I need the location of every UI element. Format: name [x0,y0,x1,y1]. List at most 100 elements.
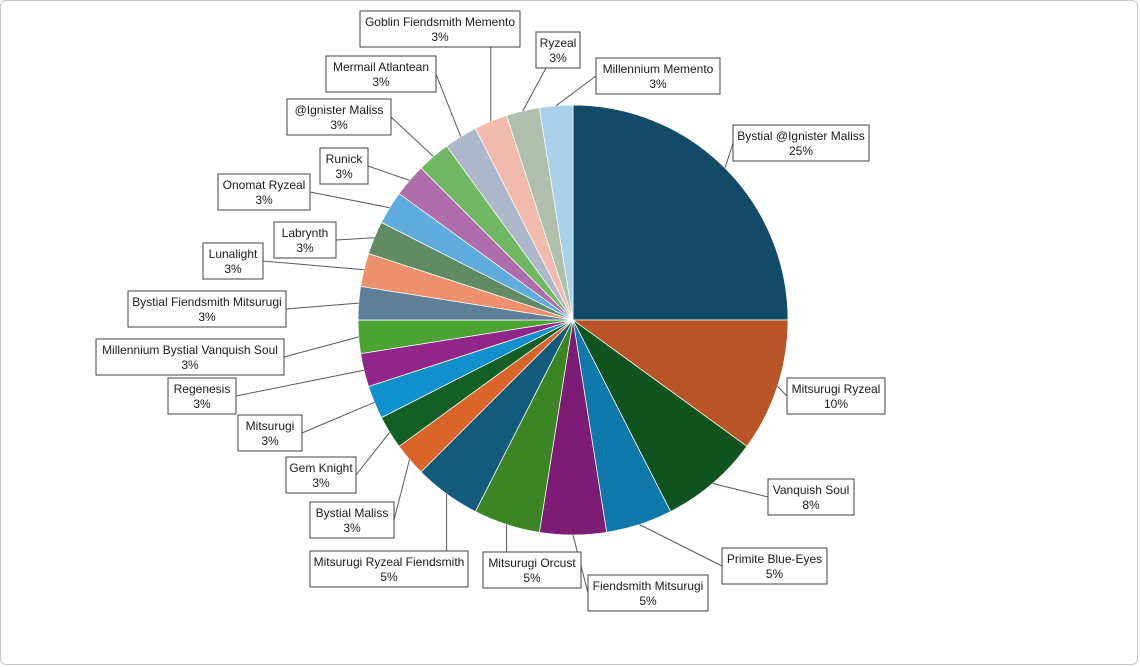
data-label-category: Regenesis [174,382,231,396]
data-label-percent: 3% [431,30,449,44]
data-label-category: Lunalight [209,247,258,261]
data-label-category: Mitsurugi Ryzeal [792,382,881,396]
data-label-box [359,10,521,48]
data-label-category: Mitsurugi Ryzeal Fiendsmith [314,555,465,569]
data-label-percent: 3% [649,77,667,91]
data-label-percent: 5% [766,567,784,581]
data-label-box [535,31,581,69]
data-label-category: @Ignister Maliss [295,103,384,117]
data-label-box [595,57,721,95]
data-label-percent: 5% [380,570,398,584]
data-label-box [309,550,469,588]
leader-line [639,524,723,567]
data-label-category: Mitsurugi [246,419,295,433]
data-label-category: Onomat Ryzeal [223,178,306,192]
data-label-category: Millennium Memento [603,62,714,76]
data-label-box [309,501,395,539]
leader-line [367,165,410,181]
data-label-category: Fiendsmith Mitsurugi [593,579,704,593]
leader-line [285,302,359,310]
data-label-percent: 3% [296,241,314,255]
leader-line [712,483,769,498]
data-label-category: Goblin Fiendsmith Memento [365,15,515,29]
data-label-category: Mermail Atlantean [333,60,429,74]
data-label-percent: 3% [193,397,211,411]
leader-line [235,369,364,397]
leader-line [522,67,547,112]
data-label-box [167,377,237,415]
data-label-percent: 3% [224,262,242,276]
leader-line [555,75,597,107]
data-label-box [325,55,437,93]
data-label-category: Primite Blue-Eyes [727,552,822,566]
data-label-box [237,414,303,452]
leader-line [724,142,734,169]
leader-line [301,401,375,434]
leader-line [355,431,391,476]
data-label-category: Labrynth [282,226,329,240]
data-label-box [482,551,582,589]
leader-line [283,336,359,358]
data-label-box [202,242,264,280]
data-label-box [732,124,870,162]
data-label-percent: 3% [255,193,273,207]
pie-slices [357,104,789,536]
leader-line [393,459,410,521]
data-label-category: Gem Knight [289,461,353,475]
data-label-percent: 3% [261,434,279,448]
data-label-percent: 3% [312,476,330,490]
data-label-percent: 10% [824,397,848,411]
data-label-category: Millennium Bystial Vanquish Soul [102,343,278,357]
data-label-box [286,98,392,136]
leader-line [262,260,364,271]
data-label-percent: 5% [639,594,657,608]
data-label-percent: 3% [198,310,216,324]
data-label-percent: 3% [330,118,348,132]
data-label-box [217,173,311,211]
data-label-box [273,221,337,259]
leader-line [777,386,788,397]
leader-line [390,116,434,157]
data-label-percent: 3% [181,358,199,372]
data-label-box [587,574,709,612]
pie-slice [572,319,748,513]
data-label-box [721,547,828,585]
data-label-category: Mitsurugi Orcust [488,556,576,570]
data-label-percent: 3% [549,51,567,65]
data-label-box [95,338,285,376]
data-label-category: Vanquish Soul [773,483,850,497]
data-label-category: Ryzeal [540,36,577,50]
data-label-percent: 5% [523,571,541,585]
data-label-box [767,478,855,516]
data-label-box [127,290,287,328]
leader-line [335,237,375,241]
data-label-percent: 3% [335,167,353,181]
data-label-percent: 3% [372,75,390,89]
data-label-percent: 25% [789,144,813,158]
data-label-box [319,147,369,185]
leader-line [309,191,390,209]
data-label-category: Runick [326,152,364,166]
